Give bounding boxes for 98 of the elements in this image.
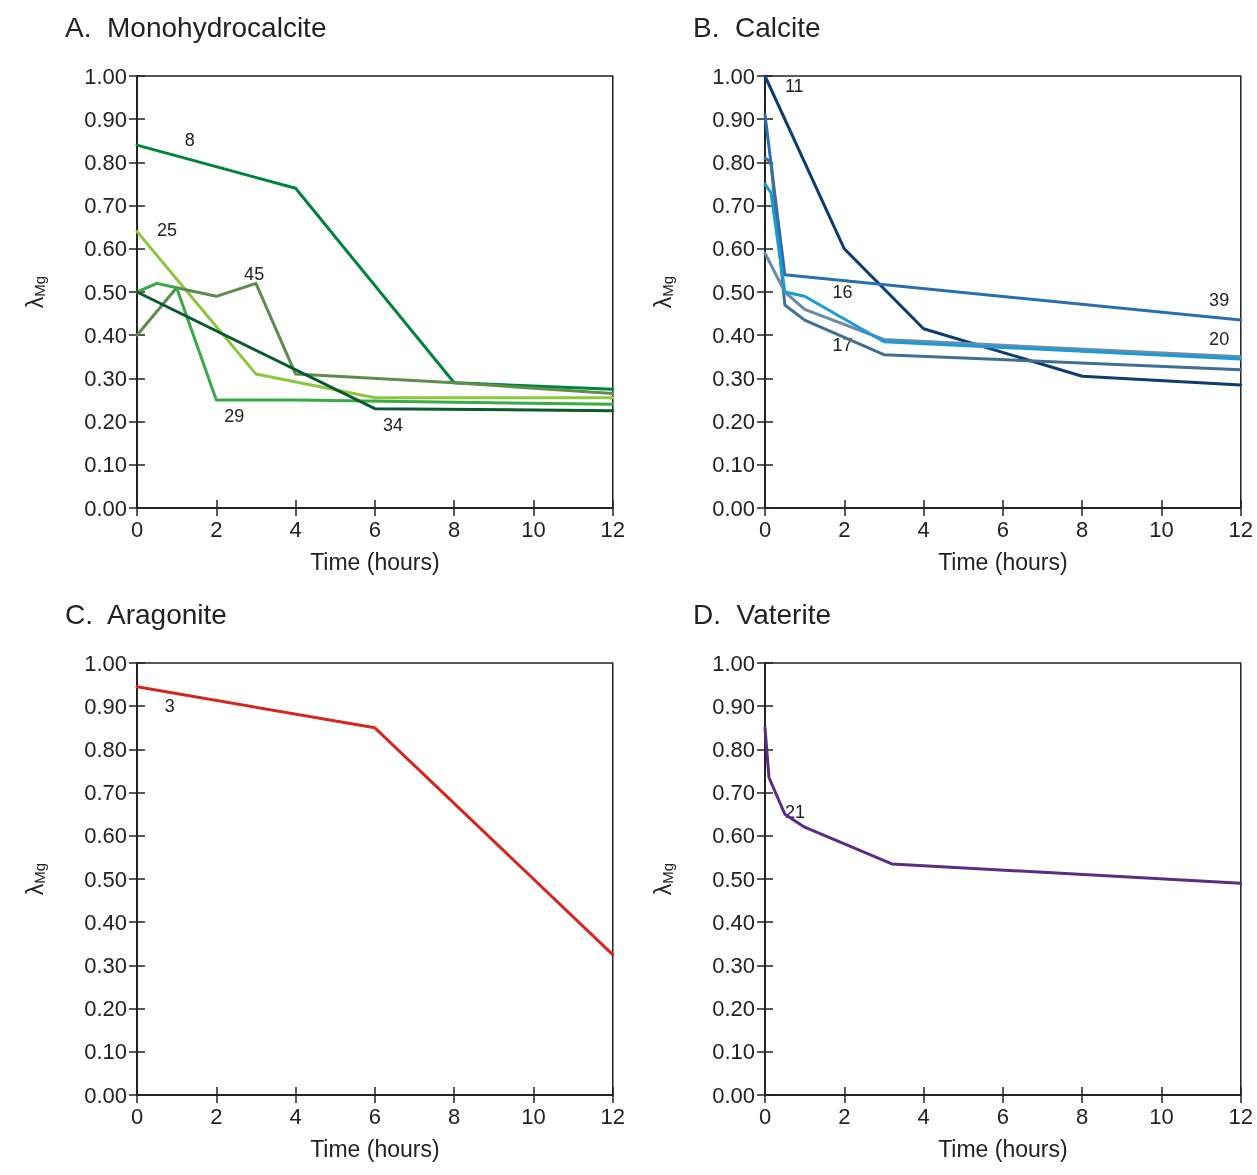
y-tick-label: 0.10 <box>712 452 755 478</box>
annotation: 34 <box>382 414 403 435</box>
annotation: 45 <box>244 263 265 284</box>
x-tick-label: 2 <box>838 1103 851 1129</box>
y-tick-label: 0.00 <box>84 495 127 521</box>
annotation: 3 <box>164 696 175 717</box>
x-tick-label: 10 <box>521 516 546 542</box>
y-tick-label: 0.90 <box>712 693 755 719</box>
x-tick-label: 8 <box>1076 516 1089 542</box>
y-tick-label: 0.90 <box>712 106 755 132</box>
chart-title: A. Monohydrocalcite <box>65 11 327 43</box>
line-series <box>763 182 1243 361</box>
y-tick-label: 0.80 <box>84 736 127 762</box>
y-tick-label: 0.20 <box>712 996 755 1022</box>
annotation: 11 <box>784 75 804 96</box>
x-tick-label: 2 <box>210 516 223 542</box>
y-tick-label: 0.40 <box>712 909 755 935</box>
y-tick-label: 0.50 <box>84 866 127 892</box>
y-tick-label: 0.40 <box>84 322 127 348</box>
x-tick-label: 12 <box>1228 516 1254 542</box>
annotation: 8 <box>184 129 195 150</box>
annotation: 39 <box>1209 290 1230 311</box>
x-tick-label: 12 <box>600 1103 626 1129</box>
x-tick-label: 4 <box>917 1103 930 1129</box>
y-tick-label: 0.30 <box>84 365 127 391</box>
y-tick-label: 1.00 <box>712 650 755 676</box>
chart-title: B. Calcite <box>693 11 821 43</box>
y-tick-label: 0.30 <box>712 365 755 391</box>
x-tick-label: 8 <box>448 516 461 542</box>
x-tick-label: 4 <box>289 1103 302 1129</box>
x-axis-title: Time (hours) <box>938 548 1068 575</box>
x-tick-label: 4 <box>917 516 930 542</box>
x-tick-label: 2 <box>838 516 851 542</box>
x-axis-title: Time (hours) <box>310 1135 440 1162</box>
x-tick-label: 10 <box>521 1103 546 1129</box>
annotation: 16 <box>832 281 853 302</box>
x-tick-label: 4 <box>289 516 302 542</box>
y-tick-label: 1.00 <box>84 63 127 89</box>
x-tick-label: 8 <box>448 1103 461 1129</box>
y-tick-label: 0.10 <box>84 1039 127 1065</box>
x-tick-label: 10 <box>1149 516 1174 542</box>
y-tick-label: 0.80 <box>84 149 127 175</box>
x-tick-label: 8 <box>1076 1103 1089 1129</box>
x-tick-label: 2 <box>210 1103 223 1129</box>
y-tick-label: 0.10 <box>712 1039 755 1065</box>
x-axis-title: Time (hours) <box>938 1135 1068 1162</box>
y-tick-label: 0.00 <box>84 1082 127 1108</box>
annotation: 25 <box>156 219 177 240</box>
y-tick-label: 0.10 <box>84 452 127 478</box>
y-tick-label: 0.60 <box>84 823 127 849</box>
chart-title: C. Aragonite <box>65 598 227 630</box>
x-tick-label: 6 <box>368 516 382 542</box>
y-tick-label: 0.70 <box>712 193 755 219</box>
y-tick-label: 0.00 <box>712 495 755 521</box>
y-tick-label: 0.50 <box>712 866 755 892</box>
y-tick-label: 0.20 <box>84 996 127 1022</box>
x-tick-label: 12 <box>600 516 626 542</box>
y-tick-label: 1.00 <box>84 650 127 676</box>
line-series <box>763 74 1243 387</box>
y-tick-label: 0.40 <box>84 909 127 935</box>
y-axis-title: λMg <box>21 275 48 309</box>
y-tick-label: 0.80 <box>712 149 755 175</box>
y-tick-label: 0.50 <box>84 279 127 305</box>
x-tick-label: 0 <box>758 516 772 542</box>
x-tick-label: 6 <box>996 1103 1010 1129</box>
y-tick-label: 0.60 <box>712 236 755 262</box>
y-tick-label: 0.70 <box>712 780 755 806</box>
x-tick-label: 6 <box>368 1103 382 1129</box>
y-tick-label: 0.30 <box>84 952 127 978</box>
y-tick-label: 0.80 <box>712 736 755 762</box>
x-tick-label: 0 <box>758 1103 772 1129</box>
y-tick-label: 0.30 <box>712 952 755 978</box>
y-tick-label: 0.90 <box>84 693 127 719</box>
y-tick-label: 0.70 <box>84 780 127 806</box>
y-axis-title: λMg <box>649 275 676 309</box>
x-tick-label: 0 <box>130 516 144 542</box>
x-tick-label: 0 <box>130 1103 144 1129</box>
y-tick-label: 0.50 <box>712 279 755 305</box>
y-tick-label: 0.20 <box>84 409 127 435</box>
annotation: 20 <box>1209 329 1230 350</box>
y-axis-title: λMg <box>649 862 676 896</box>
y-tick-label: 0.60 <box>84 236 127 262</box>
x-tick-label: 10 <box>1149 1103 1174 1129</box>
y-tick-label: 0.20 <box>712 409 755 435</box>
y-axis-title: λMg <box>21 862 48 896</box>
x-axis-title: Time (hours) <box>310 548 440 575</box>
y-tick-label: 0.00 <box>712 1082 755 1108</box>
chart-title: D. Vaterite <box>693 598 831 630</box>
y-tick-label: 0.40 <box>712 322 755 348</box>
line-series <box>763 726 1243 885</box>
line-series <box>763 251 1243 359</box>
y-tick-label: 0.90 <box>84 106 127 132</box>
y-tick-label: 0.70 <box>84 193 127 219</box>
x-tick-label: 6 <box>996 516 1010 542</box>
annotation: 29 <box>224 406 245 426</box>
x-tick-label: 12 <box>1228 1103 1254 1129</box>
y-tick-label: 1.00 <box>712 63 755 89</box>
y-tick-label: 0.60 <box>712 823 755 849</box>
